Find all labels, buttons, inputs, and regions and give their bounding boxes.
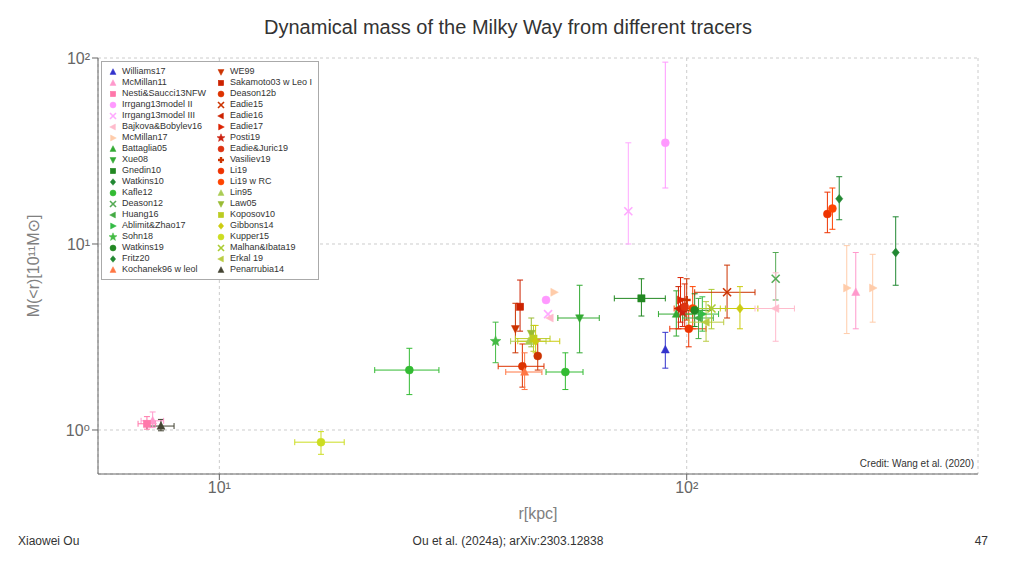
- html-text:Li19: Li19: [230, 165, 247, 175]
- html-text:Kafle12: Kafle12: [122, 187, 153, 197]
- html-text:Koposov10: Koposov10: [230, 209, 276, 219]
- html-text:Li19 w RC: Li19 w RC: [230, 176, 272, 186]
- html-text:Eadie16: Eadie16: [230, 110, 264, 120]
- html-text:Eadie&Juric19: Eadie&Juric19: [230, 143, 289, 153]
- html-text:WE99: WE99: [230, 66, 255, 76]
- html-text:Malhan&Ibata19: Malhan&Ibata19: [230, 242, 296, 252]
- html-text:Xue08: Xue08: [122, 154, 148, 164]
- html-text:McMillan17: McMillan17: [122, 132, 168, 142]
- html-text:McMillan11: McMillan11: [122, 77, 167, 87]
- html-text:Watkins19: Watkins19: [122, 242, 164, 252]
- html-text:Watkins10: Watkins10: [122, 176, 164, 186]
- svg-text:M(<r)[10¹¹M⊙]: M(<r)[10¹¹M⊙]: [25, 215, 42, 318]
- svg-text:10⁰: 10⁰: [66, 422, 90, 439]
- html-text:Sohn18: Sohn18: [122, 231, 153, 241]
- html-text:Law05: Law05: [230, 198, 257, 208]
- svg-text:10¹: 10¹: [67, 236, 90, 253]
- html-text:Williams17: Williams17: [122, 66, 166, 76]
- html-text:Lin95: Lin95: [230, 187, 253, 197]
- html-text:Eadie17: Eadie17: [230, 121, 264, 131]
- html-text:Vasiliev19: Vasiliev19: [230, 154, 271, 164]
- html-text:47: 47: [974, 534, 988, 548]
- html-text:Xiaowei Ou: Xiaowei Ou: [18, 534, 80, 548]
- html-text:Huang16: Huang16: [122, 209, 159, 219]
- html-text:Bajkova&Bobylev16: Bajkova&Bobylev16: [122, 121, 203, 131]
- html-text:Fritz20: Fritz20: [122, 253, 150, 263]
- html-text:Irrgang13model II: Irrgang13model II: [122, 99, 193, 109]
- html-text:Deason12b: Deason12b: [230, 88, 277, 98]
- html-text:Erkal 19: Erkal 19: [230, 253, 264, 263]
- svg-text:10²: 10²: [67, 50, 91, 67]
- html-text:Gnedin10: Gnedin10: [122, 165, 161, 175]
- html-text:Kupper15: Kupper15: [230, 231, 270, 241]
- html-text:Nesti&Saucci13NFW: Nesti&Saucci13NFW: [122, 88, 206, 98]
- html-text:Irrgang13model III: Irrgang13model III: [122, 110, 195, 120]
- html-text:Credit: Wang et al. (2020): Credit: Wang et al. (2020): [859, 458, 974, 469]
- html-text:Ou et al. (2024a); arXiv:2303.: Ou et al. (2024a); arXiv:2303.12838: [412, 534, 604, 548]
- svg-text:10²: 10²: [675, 479, 699, 496]
- svg-text:r[kpc]: r[kpc]: [518, 505, 557, 522]
- html-text:Penarrubia14: Penarrubia14: [230, 264, 285, 274]
- html-text:Deason12: Deason12: [122, 198, 163, 208]
- html-text:Sakamoto03 w Leo I: Sakamoto03 w Leo I: [230, 77, 313, 87]
- svg-text:10¹: 10¹: [208, 479, 231, 496]
- html-text:Posti19: Posti19: [230, 132, 261, 142]
- html-text:Ablimit&Zhao17: Ablimit&Zhao17: [122, 220, 186, 230]
- html-text:Eadie15: Eadie15: [230, 99, 264, 109]
- html-text:Gibbons14: Gibbons14: [230, 220, 274, 230]
- html-text:Dynamical mass of the Milky Wa: Dynamical mass of the Milky Way from dif…: [264, 16, 752, 38]
- html-text:Kochanek96 w leol: Kochanek96 w leol: [122, 264, 198, 274]
- html-text:Battaglia05: Battaglia05: [122, 143, 167, 153]
